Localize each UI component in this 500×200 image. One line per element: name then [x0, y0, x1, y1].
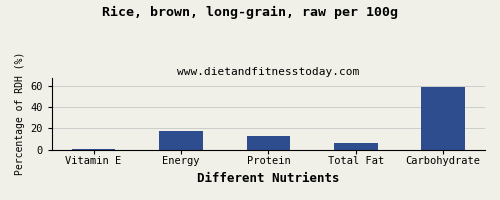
- Bar: [72, 149, 116, 150]
- Bar: [159, 131, 203, 150]
- Text: Rice, brown, long-grain, raw per 100g: Rice, brown, long-grain, raw per 100g: [102, 6, 398, 19]
- Bar: [422, 87, 465, 150]
- X-axis label: Different Nutrients: Different Nutrients: [197, 172, 340, 185]
- Title: www.dietandfitnesstoday.com: www.dietandfitnesstoday.com: [178, 67, 360, 77]
- Y-axis label: Percentage of RDH (%): Percentage of RDH (%): [15, 52, 25, 175]
- Bar: [246, 136, 290, 150]
- Bar: [334, 143, 378, 150]
